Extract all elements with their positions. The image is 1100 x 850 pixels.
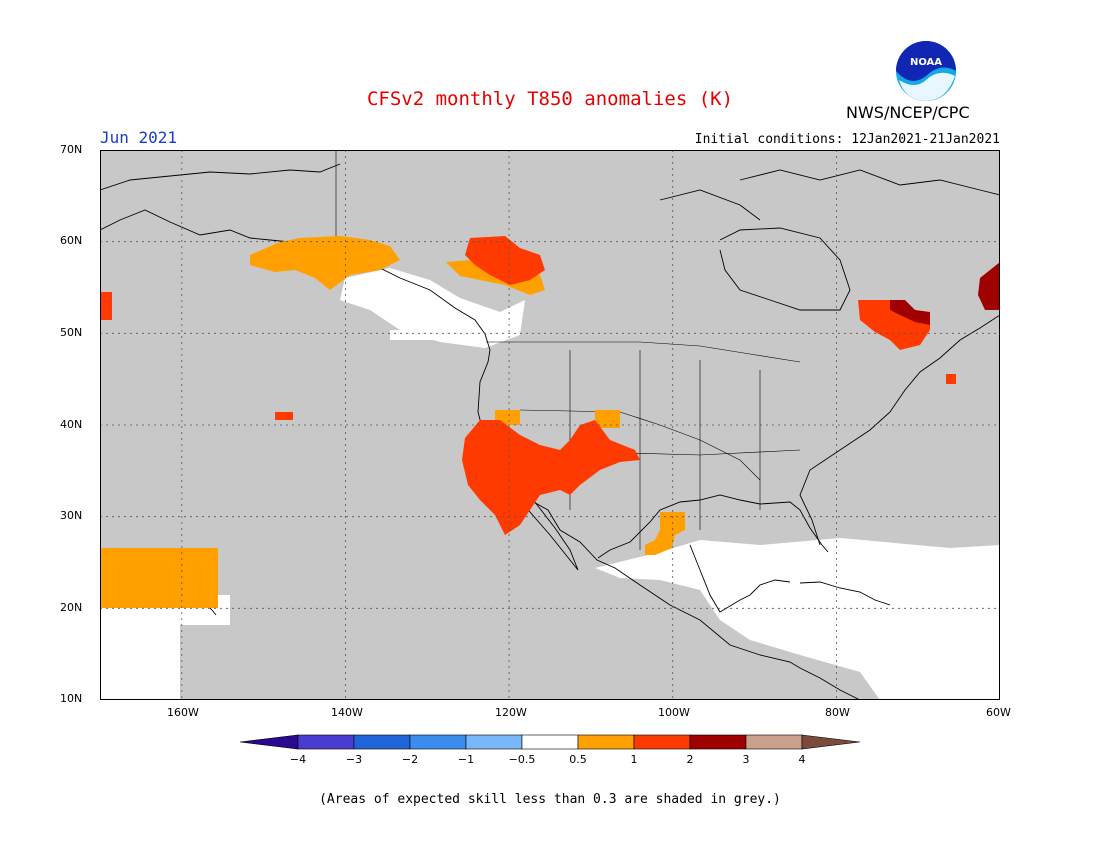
colorbar-swatch [353, 734, 411, 750]
lon-label: 60W [986, 706, 1011, 719]
colorbar-label: 2 [687, 753, 694, 766]
colorbar-label: −0.5 [509, 753, 536, 766]
forecast-month: Jun 2021 [100, 128, 178, 147]
colorbar-swatch [409, 734, 467, 750]
colorbar-arrow-high [801, 734, 861, 750]
lon-label: 80W [825, 706, 850, 719]
lat-label: 20N [60, 601, 83, 614]
noaa-logo: NOAA [896, 41, 956, 101]
anomaly-map [100, 150, 1000, 700]
footnote: (Areas of expected skill less than 0.3 a… [319, 792, 781, 807]
lon-label: 160W [167, 706, 199, 719]
initial-conditions: Initial conditions: 12Jan2021-21Jan2021 [694, 132, 1000, 147]
colorbar-arrow-low [239, 734, 299, 750]
lat-label: 60N [60, 234, 83, 247]
anomaly-2-to-3 [890, 262, 1000, 325]
graticule [100, 150, 1000, 700]
lat-label: 50N [60, 326, 83, 339]
skilful-neutral-areas [100, 268, 1000, 700]
colorbar-label: −3 [346, 753, 362, 766]
colorbar-label: 4 [799, 753, 806, 766]
colorbar-label: −1 [458, 753, 474, 766]
colorbar-swatch [297, 734, 355, 750]
colorbar-label: −2 [402, 753, 418, 766]
lat-label: 70N [60, 143, 83, 156]
noaa-logo-text: NOAA [910, 57, 942, 68]
colorbar-swatch [577, 734, 635, 750]
chart-title: CFSv2 monthly T850 anomalies (K) [366, 88, 734, 110]
coastlines [100, 163, 1000, 700]
agency-label: NWS/NCEP/CPC [846, 103, 970, 122]
colorbar-swatch [465, 734, 523, 750]
colorbar-swatch [633, 734, 691, 750]
colorbar: −4 −3 −2 −1 −0.5 0.5 1 2 3 4 [239, 734, 861, 766]
lat-label: 30N [60, 509, 83, 522]
map-frame [100, 150, 1000, 700]
colorbar-label: 3 [743, 753, 750, 766]
colorbar-label: 0.5 [569, 753, 587, 766]
lat-label: 40N [60, 418, 83, 431]
colorbar-swatch [521, 734, 579, 750]
colorbar-swatch [745, 734, 803, 750]
lon-label: 120W [495, 706, 527, 719]
lat-label: 10N [60, 692, 83, 705]
colorbar-label: 1 [631, 753, 638, 766]
colorbar-swatch [689, 734, 747, 750]
lon-label: 100W [658, 706, 690, 719]
colorbar-label: −4 [290, 753, 306, 766]
lon-label: 140W [331, 706, 363, 719]
